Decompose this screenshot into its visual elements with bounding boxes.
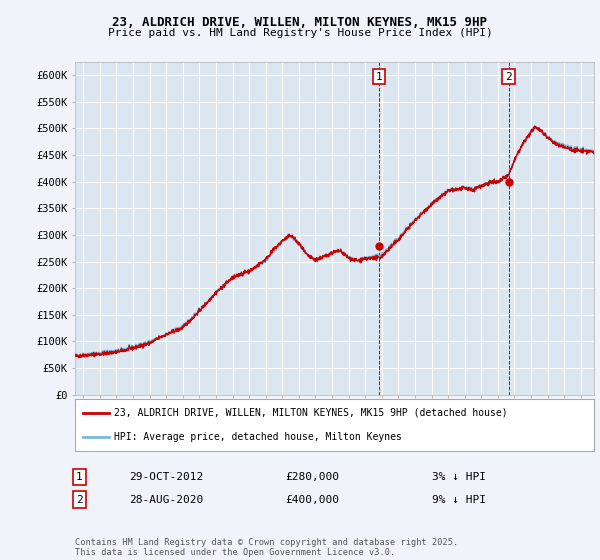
Text: Price paid vs. HM Land Registry's House Price Index (HPI): Price paid vs. HM Land Registry's House …: [107, 28, 493, 38]
Text: Contains HM Land Registry data © Crown copyright and database right 2025.
This d: Contains HM Land Registry data © Crown c…: [75, 538, 458, 557]
Text: 2: 2: [505, 72, 512, 82]
Text: 23, ALDRICH DRIVE, WILLEN, MILTON KEYNES, MK15 9HP (detached house): 23, ALDRICH DRIVE, WILLEN, MILTON KEYNES…: [114, 408, 508, 418]
Text: 1: 1: [376, 72, 382, 82]
Text: HPI: Average price, detached house, Milton Keynes: HPI: Average price, detached house, Milt…: [114, 432, 402, 442]
Text: 3% ↓ HPI: 3% ↓ HPI: [432, 472, 486, 482]
Text: 1: 1: [76, 472, 83, 482]
Text: 2: 2: [76, 494, 83, 505]
Text: 28-AUG-2020: 28-AUG-2020: [129, 494, 203, 505]
Text: £400,000: £400,000: [285, 494, 339, 505]
Text: £280,000: £280,000: [285, 472, 339, 482]
Text: 23, ALDRICH DRIVE, WILLEN, MILTON KEYNES, MK15 9HP: 23, ALDRICH DRIVE, WILLEN, MILTON KEYNES…: [113, 16, 487, 29]
Text: 29-OCT-2012: 29-OCT-2012: [129, 472, 203, 482]
Text: 9% ↓ HPI: 9% ↓ HPI: [432, 494, 486, 505]
